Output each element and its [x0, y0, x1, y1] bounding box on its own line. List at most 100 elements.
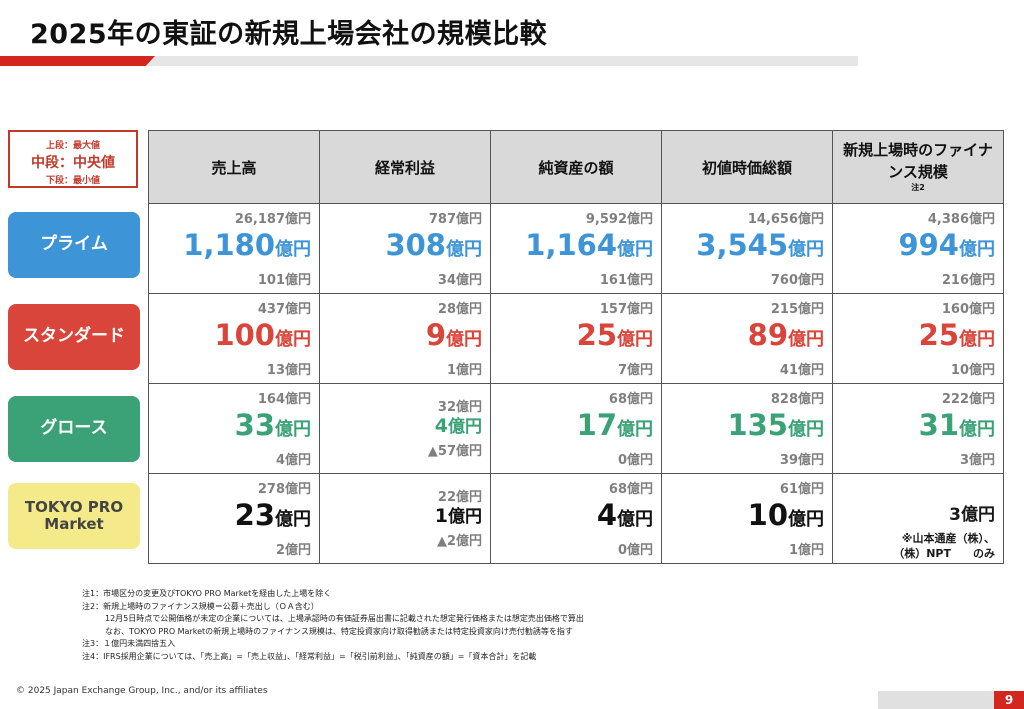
cell-min: 0億円 — [617, 453, 653, 468]
median-unit: 億円 — [275, 329, 311, 350]
cell-max: 157億円 — [599, 302, 653, 317]
cell-min: 216億円 — [941, 273, 995, 288]
cell-max: 278億円 — [257, 482, 311, 497]
comparison-table: 売上高 経常利益 純資産の額 初値時価総額 新規上場時のファイナンス規模 注2 … — [148, 130, 1004, 564]
column-header-ordinary-profit: 経常利益 — [319, 130, 491, 204]
table-row: 278億円 23億円 2億円 22億円 1億円 ▲2億円 68億円 4億円 0億円 61億円… — [148, 473, 1004, 564]
table-cell: 164億円 33億円 4億円 — [148, 383, 320, 474]
footnotes: 注1：市場区分の変更及びTOKYO PRO Marketを経由した上場を除く 注… — [82, 588, 584, 663]
table-cell: 14,656億円 3,545億円 760億円 — [661, 203, 833, 294]
table-cell: 787億円 308億円 34億円 — [319, 203, 491, 294]
cell-median: 17億円 — [577, 408, 653, 442]
cell-max: 68億円 — [608, 482, 653, 497]
table-cell: 160億円 25億円 10億円 — [832, 293, 1004, 384]
cell-median: 3,545億円 — [696, 228, 824, 262]
median-value: 25 — [576, 318, 617, 352]
cell-min: 13億円 — [266, 363, 311, 378]
median-unit: 億円 — [617, 239, 653, 260]
cell-min: 161億円 — [599, 273, 653, 288]
legend-middle: 中段：中央値 — [31, 155, 115, 171]
table-cell: 157億円 25億円 7億円 — [490, 293, 662, 384]
median-value: 994 — [898, 228, 959, 262]
median-value: 31 — [918, 408, 959, 442]
cell-median: 994億円 — [898, 228, 995, 262]
median-unit: 億円 — [788, 329, 824, 350]
table-cell: 68億円 17億円 0億円 — [490, 383, 662, 474]
table-cell: 61億円 10億円 1億円 — [661, 473, 833, 564]
table-row: 26,187億円 1,180億円 101億円 787億円 308億円 34億円 9,59… — [148, 203, 1004, 294]
median-value: 1,180 — [183, 228, 275, 262]
title-underline-accent — [0, 56, 155, 66]
footnote: 注1：市場区分の変更及びTOKYO PRO Marketを経由した上場を除く — [82, 589, 332, 598]
table-cell: 3億円 ※山本通産（株）、 （株）NPT のみ — [832, 473, 1004, 564]
cell-min: 1億円 — [446, 363, 482, 378]
column-header-net-assets: 純資産の額 — [490, 130, 662, 204]
cell-max: 68億円 — [608, 392, 653, 407]
cell-min: 760億円 — [770, 273, 824, 288]
cell-median: 25億円 — [577, 318, 653, 352]
median-unit: 億円 — [448, 507, 482, 527]
median-value: 17 — [576, 408, 617, 442]
cell-min: 1億円 — [788, 543, 824, 558]
row-label-pro-line2: Market — [44, 515, 104, 533]
column-header-label: 経常利益 — [374, 158, 435, 177]
footnote: 注2：新規上場時のファイナンス規模＝公募＋売出し（ＯＡ含む） — [82, 601, 319, 611]
median-unit: 億円 — [275, 419, 311, 440]
table-cell: 22億円 1億円 ▲2億円 — [319, 473, 491, 564]
table-cell: 68億円 4億円 0億円 — [490, 473, 662, 564]
cell-median: 10億円 — [748, 498, 824, 532]
cell-max: 32億円 — [437, 400, 482, 415]
cell-min: 3億円 — [959, 453, 995, 468]
pro-finance-note-line1: ※山本通産（株）、 — [901, 532, 995, 545]
table-cell: 9,592億円 1,164億円 161億円 — [490, 203, 662, 294]
cell-median: 1,164億円 — [525, 228, 653, 262]
page-number: 9 — [994, 691, 1024, 709]
cell-median: 89億円 — [748, 318, 824, 352]
column-header-sales: 売上高 — [148, 130, 320, 204]
cell-max: 9,592億円 — [585, 212, 653, 227]
row-label-standard: スタンダード — [8, 304, 140, 370]
cell-min: 4億円 — [275, 453, 311, 468]
table-cell: 222億円 31億円 3億円 — [832, 383, 1004, 474]
table-cell: 278億円 23億円 2億円 — [148, 473, 320, 564]
cell-min: ▲2億円 — [436, 534, 482, 549]
cell-min: 7億円 — [617, 363, 653, 378]
copyright: © 2025 Japan Exchange Group, Inc., and/o… — [16, 686, 268, 696]
cell-min: ▲57億円 — [427, 444, 482, 459]
cell-median: 4億円 — [597, 498, 653, 532]
cell-min: 10億円 — [950, 363, 995, 378]
median-unit: 億円 — [788, 419, 824, 440]
median-value: 4 — [596, 498, 617, 532]
median-unit: 億円 — [275, 239, 311, 260]
cell-min: 39億円 — [779, 453, 824, 468]
median-unit: 億円 — [617, 509, 653, 530]
table-row: 437億円 100億円 13億円 28億円 9億円 1億円 157億円 25億円 7億円 2… — [148, 293, 1004, 384]
cell-max: 28億円 — [437, 302, 482, 317]
cell-max: 22億円 — [437, 490, 482, 505]
cell-max: 4,386億円 — [927, 212, 995, 227]
footnote: 12月5日時点で公開価格が未定の企業については、上場承認時の有価証券届出書に記載… — [105, 614, 584, 623]
cell-max: 14,656億円 — [747, 212, 824, 227]
median-unit: 億円 — [446, 239, 482, 260]
cell-min: 41億円 — [779, 363, 824, 378]
cell-median: 1,180億円 — [183, 228, 311, 262]
cell-max: 215億円 — [770, 302, 824, 317]
median-unit: 億円 — [275, 509, 311, 530]
median-value: 3,545 — [696, 228, 788, 262]
table-cell: 4,386億円 994億円 216億円 — [832, 203, 1004, 294]
cell-median: 100億円 — [214, 318, 311, 352]
median-value: 23 — [234, 498, 275, 532]
median-unit: 億円 — [788, 239, 824, 260]
median-value: 25 — [918, 318, 959, 352]
median-value: 308 — [385, 228, 446, 262]
footnote: 注4：IFRS採用企業については、「売上高」=「売上収益」、「経常利益」=「税引… — [82, 651, 537, 661]
column-header-finance-scale: 新規上場時のファイナンス規模 注2 — [832, 130, 1004, 204]
table-cell: 437億円 100億円 13億円 — [148, 293, 320, 384]
legend-upper: 上段：最大値 — [45, 141, 100, 151]
page-title: 2025年の東証の新規上場会社の規模比較 — [30, 19, 548, 50]
footnote: 注3：１億円未満四捨五入 — [82, 639, 176, 648]
page-number-bar: 9 — [878, 691, 1024, 709]
median-value: 4 — [434, 415, 448, 437]
median-value: 135 — [727, 408, 788, 442]
legend-lower: 下段：最小値 — [45, 176, 100, 186]
